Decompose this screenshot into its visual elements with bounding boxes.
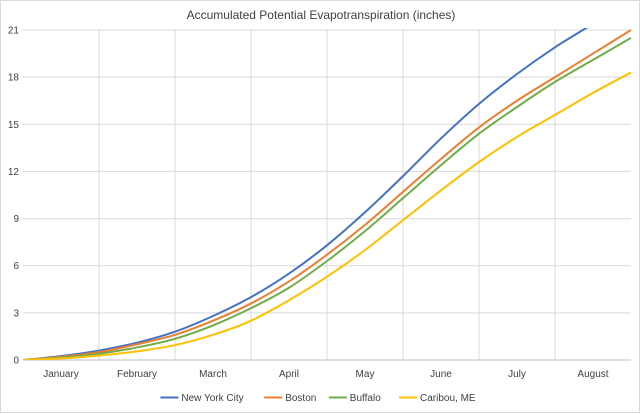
x-axis-ticks: January February March April May June July Augu… (43, 369, 609, 380)
y-tick-label: 18 (8, 73, 20, 84)
x-tick-label: July (508, 369, 526, 380)
series-line-buffalo (23, 36, 631, 360)
y-tick-label: 6 (13, 261, 19, 272)
y-tick-label: 3 (13, 308, 19, 319)
series-line-boston (23, 29, 631, 360)
legend-label-boston: Boston (285, 393, 316, 404)
x-tick-label: June (430, 369, 452, 380)
series-lines (23, 28, 631, 360)
legend-label-buffalo: Buffalo (350, 393, 381, 404)
x-tick-label: May (356, 369, 375, 380)
y-tick-label: 15 (8, 120, 20, 131)
chart-title: Accumulated Potential Evapotranspiration… (187, 8, 456, 22)
y-tick-label: 0 (13, 356, 19, 367)
x-tick-label: January (43, 369, 79, 380)
y-tick-label: 12 (8, 167, 20, 178)
y-tick-label: 21 (8, 26, 20, 37)
x-tick-label: March (199, 369, 227, 380)
legend-label-caribou-me: Caribou, ME (420, 393, 476, 404)
y-tick-label: 9 (13, 214, 19, 225)
series-line-new-york-city (23, 28, 589, 360)
x-tick-label: April (279, 369, 299, 380)
series-line-caribou-me (23, 71, 631, 360)
x-tick-label: August (577, 369, 608, 380)
legend-label-new-york-city: New York City (181, 393, 243, 404)
legend: New York City Boston Buffalo Caribou, ME (160, 393, 476, 404)
x-tick-label: February (117, 369, 157, 380)
y-axis-ticks: 0 3 6 9 12 15 18 21 (8, 26, 20, 367)
gridlines (23, 29, 631, 360)
